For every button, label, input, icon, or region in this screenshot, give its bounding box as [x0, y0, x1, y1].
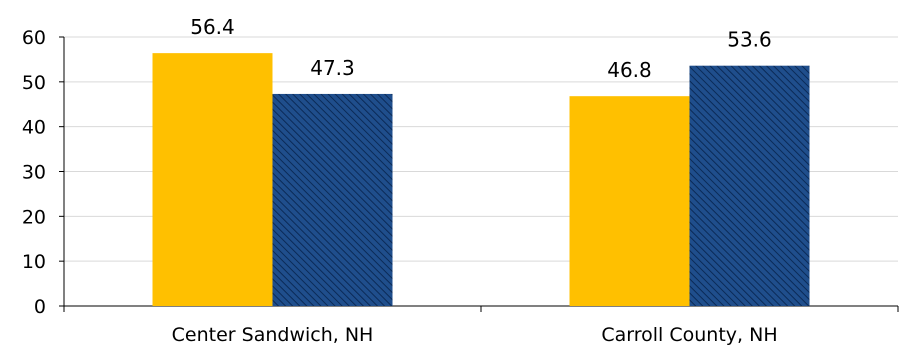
data-label: 46.8 [607, 58, 652, 82]
y-tick-label: 10 [22, 251, 46, 273]
bar [689, 65, 810, 307]
y-tick-label: 30 [22, 162, 46, 184]
bar [272, 93, 393, 307]
category-label: Carroll County, NH [601, 324, 777, 346]
y-tick-label: 60 [22, 27, 46, 49]
bars [152, 53, 810, 307]
category-label: Center Sandwich, NH [172, 324, 374, 346]
data-label: 53.6 [727, 28, 772, 52]
bar [569, 96, 690, 307]
y-tick-label: 0 [34, 296, 46, 318]
data-label: 56.4 [190, 15, 235, 39]
y-tick-label: 20 [22, 206, 46, 228]
data-label: 47.3 [310, 56, 355, 80]
labels: 56.4 47.3 Center Sandwich, NH 46.8 53.6 Carro… [172, 15, 778, 346]
y-tick-label: 50 [22, 72, 46, 94]
bar [152, 53, 273, 306]
y-tick-label: 40 [22, 117, 46, 139]
